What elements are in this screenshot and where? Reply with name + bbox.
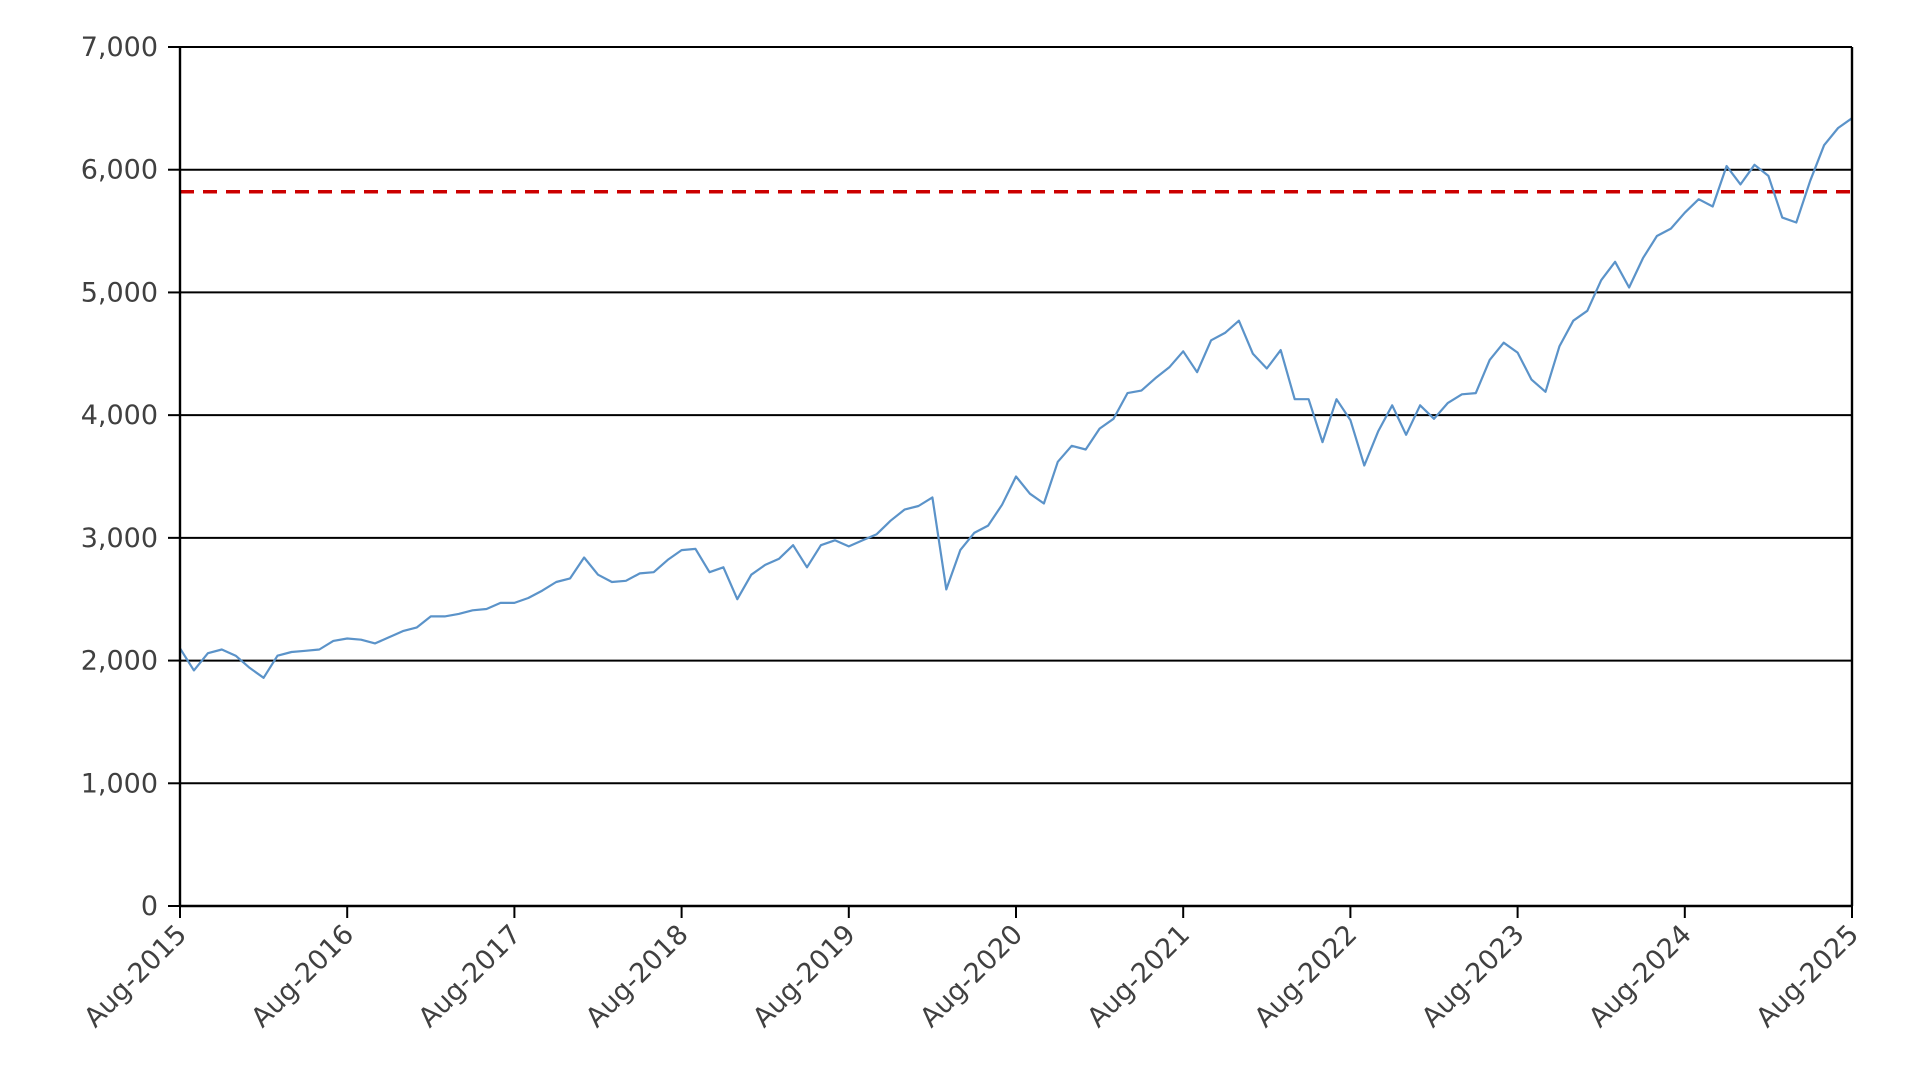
y-tick-label: 5,000 [81,277,158,308]
y-tick-label: 3,000 [81,523,158,554]
y-tick-label: 6,000 [81,155,158,186]
axes [168,46,1854,918]
series-layer [179,117,1853,679]
y-tick-label: 2,000 [81,646,158,677]
x-tick-labels: Aug-2015 Aug-2016 Aug-2017 Aug-2018 Aug-2019… [78,919,1865,1034]
x-tick-label: Aug-2020 [914,919,1029,1034]
x-tick-label: Aug-2025 [1750,919,1865,1034]
x-tick-label: Aug-2023 [1416,919,1531,1034]
x-tick-label: Aug-2015 [78,919,193,1034]
x-tick-label: Aug-2016 [245,919,360,1034]
y-tick-label: 4,000 [81,400,158,431]
x-tick-label: Aug-2019 [747,919,862,1034]
x-tick-label: Aug-2017 [413,919,528,1034]
x-tick-label: Aug-2022 [1249,919,1364,1034]
y-tick-labels: 0 1,000 2,000 3,000 4,000 5,000 6,000 7,000 [81,32,158,922]
y-tick-label: 0 [141,891,158,922]
gridlines [180,46,1852,785]
x-tick-label: Aug-2018 [580,919,695,1034]
x-tick-label: Aug-2024 [1583,919,1698,1034]
y-tick-label: 1,000 [81,768,158,799]
y-tick-label: 7,000 [81,32,158,63]
x-tick-label: Aug-2021 [1081,919,1196,1034]
series-line-0 [179,117,1853,679]
